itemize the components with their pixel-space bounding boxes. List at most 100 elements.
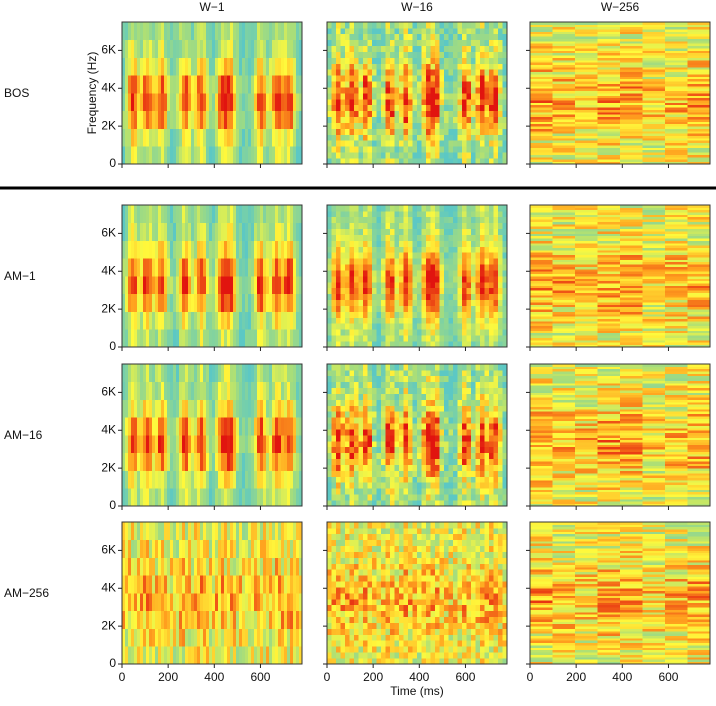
spectrogram-cell: [643, 145, 666, 148]
spectrogram-cell: [417, 441, 422, 447]
spectrogram-cell: [386, 282, 391, 288]
spectrogram-cell: [281, 435, 284, 453]
spectrogram-cell: [390, 447, 395, 453]
spectrogram-cell: [218, 129, 221, 147]
spectrogram-cell: [485, 335, 490, 341]
spectrogram-cell: [553, 31, 576, 34]
spectrogram-cell: [404, 282, 409, 288]
spectrogram-cell: [444, 252, 449, 258]
spectrogram-cell: [390, 405, 395, 411]
spectrogram-cell: [341, 22, 346, 28]
spectrogram-cell: [498, 341, 503, 347]
spectrogram-cell: [386, 270, 391, 276]
spectrogram-cell: [345, 312, 350, 318]
spectrogram-cell: [386, 335, 391, 341]
spectrogram-cell: [462, 58, 467, 64]
spectrogram-cell: [598, 281, 621, 284]
spectrogram-cell: [227, 75, 230, 93]
spectrogram-cell: [354, 447, 359, 453]
spectrogram-cell: [413, 140, 418, 146]
spectrogram-cell: [230, 329, 233, 347]
spectrogram-cell: [149, 312, 152, 330]
spectrogram-cell: [620, 129, 643, 132]
spectrogram-cell: [143, 364, 146, 382]
spectrogram-cell: [218, 471, 221, 489]
spectrogram-cell: [368, 459, 373, 465]
spectrogram-cell: [399, 494, 404, 500]
spectrogram-cell: [176, 435, 179, 453]
spectrogram-cell: [248, 294, 251, 312]
spectrogram-cell: [530, 27, 553, 30]
spectrogram-cell: [665, 81, 688, 84]
spectrogram-cell: [131, 435, 134, 453]
spectrogram-cell: [449, 335, 454, 341]
spectrogram-cell: [155, 205, 158, 223]
spectrogram-cell: [336, 140, 341, 146]
spectrogram-cell: [359, 494, 364, 500]
spectrogram-cell: [620, 316, 643, 319]
spectrogram-cell: [399, 382, 404, 388]
spectrogram-cell: [381, 22, 386, 28]
spectrogram-cell: [332, 123, 337, 129]
spectrogram-cell: [363, 241, 368, 247]
spectrogram-cell: [332, 282, 337, 288]
spectrogram-cell: [161, 22, 164, 40]
spectrogram-cell: [476, 63, 481, 69]
spectrogram-cell: [296, 241, 299, 259]
spectrogram-cell: [431, 152, 436, 158]
spectrogram-cell: [404, 117, 409, 123]
spectrogram-cell: [413, 405, 418, 411]
spectrogram-cell: [399, 217, 404, 223]
spectrogram-cell: [665, 46, 688, 49]
spectrogram-cell: [444, 46, 449, 52]
spectrogram-cell: [553, 157, 576, 160]
spectrogram-cell: [553, 233, 576, 236]
spectrogram-cell: [363, 69, 368, 75]
spectrogram-cell: [435, 99, 440, 105]
spectrogram-cell: [149, 294, 152, 312]
spectrogram-cell: [480, 223, 485, 229]
spectrogram-cell: [688, 217, 711, 220]
spectrogram-cell: [281, 258, 284, 276]
spectrogram-cell: [431, 306, 436, 312]
spectrogram-cell: [125, 312, 128, 330]
spectrogram-cell: [327, 264, 332, 270]
spectrogram-cell: [458, 123, 463, 129]
spectrogram-cell: [494, 282, 499, 288]
spectrogram-cell: [149, 400, 152, 418]
spectrogram-cell: [206, 471, 209, 489]
spectrogram-cell: [239, 40, 242, 58]
spectrogram-cell: [620, 312, 643, 315]
spectrogram-cell: [440, 52, 445, 58]
spectrogram-cell: [372, 223, 377, 229]
spectrogram-cell: [227, 58, 230, 76]
spectrogram-cell: [688, 210, 711, 213]
spectrogram-cell: [598, 133, 621, 136]
spectrogram-cell: [435, 435, 440, 441]
spectrogram-cell: [480, 211, 485, 217]
spectrogram-cell: [377, 329, 382, 335]
spectrogram-cell: [158, 223, 161, 241]
spectrogram-cell: [363, 93, 368, 99]
spectrogram-cell: [620, 293, 643, 296]
spectrogram-cell: [431, 317, 436, 323]
spectrogram-cell: [598, 285, 621, 288]
spectrogram-cell: [242, 93, 245, 111]
spectrogram-cell: [363, 52, 368, 58]
spectrogram-cell: [471, 93, 476, 99]
spectrogram-cell: [155, 276, 158, 294]
spectrogram-cell: [336, 223, 341, 229]
spectrogram-cell: [413, 476, 418, 482]
spectrogram-cell: [426, 258, 431, 264]
spectrogram-cell: [359, 252, 364, 258]
spectrogram-cell: [390, 134, 395, 140]
spectrogram-cell: [188, 93, 191, 111]
spectrogram-cell: [404, 323, 409, 329]
spectrogram-cell: [688, 95, 711, 98]
spectrogram-cell: [236, 58, 239, 76]
spectrogram-cell: [553, 39, 576, 42]
spectrogram-cell: [598, 114, 621, 117]
spectrogram-cell: [146, 329, 149, 347]
spectrogram-cell: [257, 241, 260, 259]
spectrogram-cell: [350, 93, 355, 99]
